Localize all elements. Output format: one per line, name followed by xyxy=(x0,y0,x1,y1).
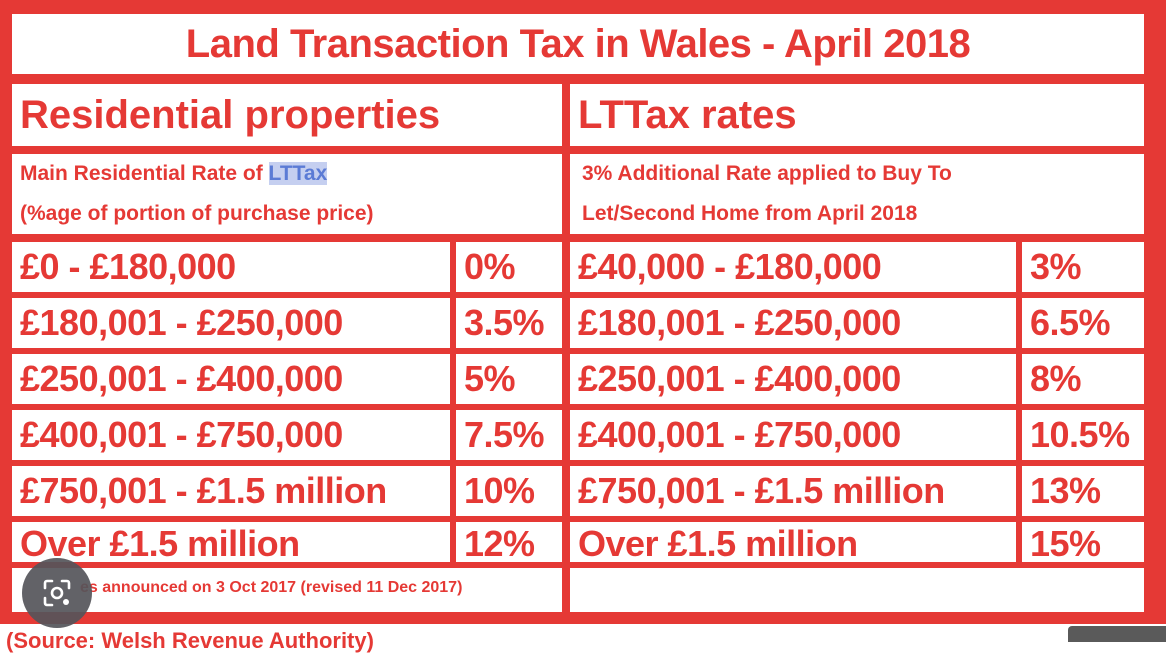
main-band-cell: £400,001 - £750,000 xyxy=(12,410,450,460)
main-band-label: £250,001 - £400,000 xyxy=(20,358,343,399)
additional-band-label: £180,001 - £250,000 xyxy=(578,302,901,343)
additional-band-cell: £180,001 - £250,000 xyxy=(570,298,1016,348)
main-band-label: £400,001 - £750,000 xyxy=(20,414,343,455)
title-cell: Land Transaction Tax in Wales - April 20… xyxy=(12,14,1144,74)
main-rate-value: 5% xyxy=(464,358,516,399)
additional-rate-cell: 8% xyxy=(1022,354,1144,404)
footer-note-cell: es announced on 3 Oct 2017 (revised 11 D… xyxy=(12,568,562,612)
additional-rate-value: 15% xyxy=(1030,523,1101,562)
additional-band-label: £750,001 - £1.5 million xyxy=(578,470,945,511)
image-search-icon[interactable] xyxy=(22,558,92,628)
heading-right-cell: LTTax rates xyxy=(570,84,1144,146)
additional-band-cell: £400,001 - £750,000 xyxy=(570,410,1016,460)
main-rate-cell: 7.5% xyxy=(456,410,562,460)
main-rate-cell: 12% xyxy=(456,522,562,562)
heading-residential: Residential properties xyxy=(20,93,441,137)
main-rate-cell: 5% xyxy=(456,354,562,404)
additional-rate-value: 3% xyxy=(1030,246,1082,287)
main-rate-value: 0% xyxy=(464,246,516,287)
main-rate-value: 7.5% xyxy=(464,414,545,455)
additional-band-cell: £750,001 - £1.5 million xyxy=(570,466,1016,516)
additional-rate-value: 6.5% xyxy=(1030,302,1111,343)
description-left-prefix: Main Residential Rate of xyxy=(20,162,269,185)
main-rate-cell: 0% xyxy=(456,242,562,292)
description-left-cell: Main Residential Rate of LTTax (%age of … xyxy=(12,154,562,234)
additional-band-label: £400,001 - £750,000 xyxy=(578,414,901,455)
additional-rate-cell: 3% xyxy=(1022,242,1144,292)
main-rate-value: 12% xyxy=(464,523,535,562)
main-band-cell: £0 - £180,000 xyxy=(12,242,450,292)
source-note: (Source: Welsh Revenue Authority) xyxy=(6,628,374,653)
additional-band-label: Over £1.5 million xyxy=(578,523,858,562)
additional-rate-cell: 13% xyxy=(1022,466,1144,516)
main-rate-value: 10% xyxy=(464,470,535,511)
main-rate-value: 3.5% xyxy=(464,302,545,343)
footer-empty-cell xyxy=(570,568,1144,612)
additional-band-cell: £250,001 - £400,000 xyxy=(570,354,1016,404)
main-band-cell: £180,001 - £250,000 xyxy=(12,298,450,348)
main-band-label: £750,001 - £1.5 million xyxy=(20,470,387,511)
additional-rate-cell: 15% xyxy=(1022,522,1144,562)
footer-note: es announced on 3 Oct 2017 (revised 11 D… xyxy=(80,579,463,596)
additional-band-cell: Over £1.5 million xyxy=(570,522,1016,562)
heading-lttax-rates: LTTax rates xyxy=(578,93,797,137)
additional-band-label: £250,001 - £400,000 xyxy=(578,358,901,399)
main-band-label: Over £1.5 million xyxy=(20,523,300,562)
additional-band-label: £40,000 - £180,000 xyxy=(578,246,882,287)
additional-rate-cell: 10.5% xyxy=(1022,410,1144,460)
description-left-line2: (%age of portion of purchase price) xyxy=(20,202,374,225)
additional-rate-value: 8% xyxy=(1030,358,1082,399)
additional-rate-value: 13% xyxy=(1030,470,1101,511)
description-right-cell: 3% Additional Rate applied to Buy To Let… xyxy=(570,154,1144,234)
main-rate-cell: 10% xyxy=(456,466,562,516)
description-left-highlight: LTTax xyxy=(268,162,328,185)
main-band-label: £0 - £180,000 xyxy=(20,246,236,287)
description-right-line1: 3% Additional Rate applied to Buy To xyxy=(582,162,952,185)
additional-rate-cell: 6.5% xyxy=(1022,298,1144,348)
bottom-strip xyxy=(0,624,1166,642)
heading-left-cell: Residential properties xyxy=(12,84,562,146)
main-band-cell: Over £1.5 million xyxy=(12,522,450,562)
description-left-line1: Main Residential Rate of LTTax xyxy=(12,154,562,194)
main-band-label: £180,001 - £250,000 xyxy=(20,302,343,343)
lens-glyph xyxy=(43,579,71,607)
description-right-line2: Let/Second Home from April 2018 xyxy=(582,202,918,225)
corner-badge xyxy=(1068,626,1166,642)
main-band-cell: £750,001 - £1.5 million xyxy=(12,466,450,516)
main-band-cell: £250,001 - £400,000 xyxy=(12,354,450,404)
additional-band-cell: £40,000 - £180,000 xyxy=(570,242,1016,292)
main-rate-cell: 3.5% xyxy=(456,298,562,348)
additional-rate-value: 10.5% xyxy=(1030,414,1130,455)
page-title: Land Transaction Tax in Wales - April 20… xyxy=(185,21,971,66)
